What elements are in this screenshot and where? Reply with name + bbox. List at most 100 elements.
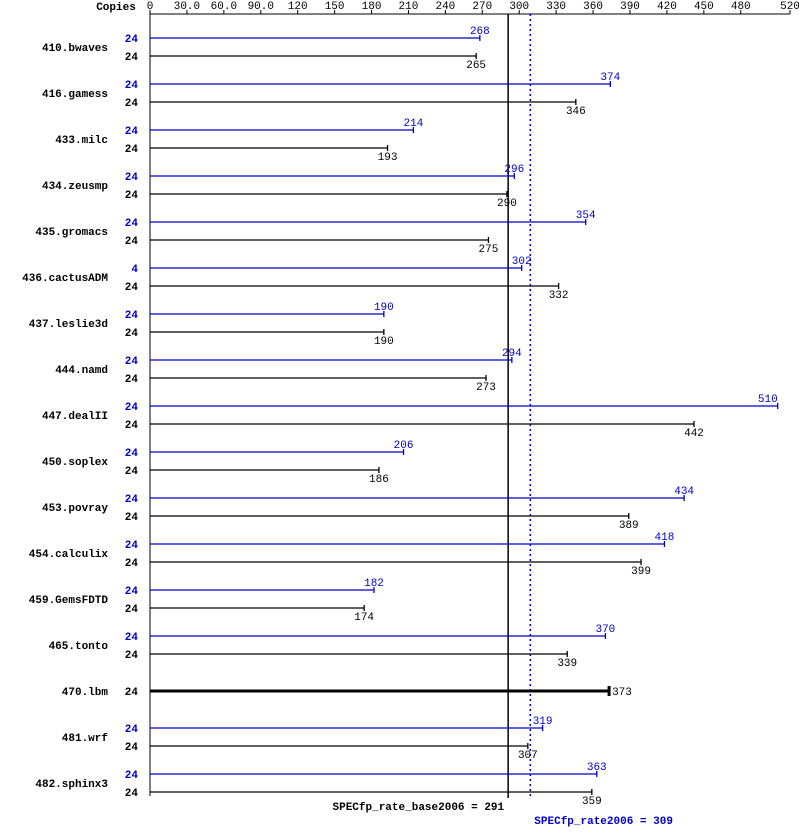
peak-value: 294 [502, 348, 522, 360]
base-value: 307 [518, 750, 538, 762]
base-value: 174 [354, 612, 374, 624]
copies-base: 24 [125, 650, 139, 662]
peak-value: 214 [403, 118, 423, 130]
benchmark-name: 447.dealII [42, 411, 108, 423]
peak-value: 206 [394, 440, 414, 452]
benchmark-name: 459.GemsFDTD [29, 595, 109, 607]
copies-peak: 24 [125, 34, 139, 46]
peak-value: 374 [600, 72, 620, 84]
copies-base: 24 [125, 190, 139, 202]
benchmark-name: 416.gamess [42, 89, 108, 101]
peak-value: 510 [758, 394, 778, 406]
copies-header: Copies [96, 2, 136, 14]
copies-peak: 24 [125, 80, 139, 92]
benchmark-name: 437.leslie3d [29, 319, 108, 331]
copies-base: 24 [125, 52, 139, 64]
copies-peak: 4 [131, 264, 138, 276]
base-value: 332 [549, 290, 569, 302]
copies-base: 24 [125, 788, 139, 800]
copies-peak: 24 [125, 448, 139, 460]
copies-base: 24 [125, 420, 139, 432]
peak-value: 302 [512, 256, 532, 268]
copies-peak: 24 [125, 724, 139, 736]
copies-peak: 24 [125, 770, 139, 782]
copies-value: 24 [125, 687, 139, 699]
peak-value: 190 [374, 302, 394, 314]
x-tick-label: 520 [780, 1, 799, 13]
base-value: 359 [582, 796, 602, 808]
copies-base: 24 [125, 236, 139, 248]
x-tick-label: 60.0 [211, 1, 237, 13]
benchmark-name: 433.milc [55, 135, 108, 147]
x-tick-label: 390 [620, 1, 640, 13]
benchmark-name: 481.wrf [62, 733, 109, 745]
benchmark-name: 410.bwaves [42, 43, 108, 55]
x-tick-label: 180 [362, 1, 382, 13]
base-value: 186 [369, 474, 389, 486]
copies-peak: 24 [125, 310, 139, 322]
x-tick-label: 330 [546, 1, 566, 13]
base-value: 346 [566, 106, 586, 118]
benchmark-name: 482.sphinx3 [35, 779, 108, 791]
benchmark-name: 465.tonto [49, 641, 109, 653]
copies-peak: 24 [125, 586, 139, 598]
x-tick-label: 300 [509, 1, 529, 13]
peak-value: 418 [655, 532, 675, 544]
peak-value: 296 [504, 164, 524, 176]
base-value: 273 [476, 382, 496, 394]
copies-peak: 24 [125, 172, 139, 184]
x-tick-label: 90.0 [248, 1, 274, 13]
peak-value: 319 [533, 716, 553, 728]
x-tick-label: 480 [731, 1, 751, 13]
base-value: 265 [466, 60, 486, 72]
x-tick-label: 210 [399, 1, 419, 13]
peak-value: 363 [587, 762, 607, 774]
copies-base: 24 [125, 558, 139, 570]
benchmark-name: 436.cactusADM [22, 273, 108, 285]
benchmark-name: 444.namd [55, 365, 108, 377]
copies-peak: 24 [125, 494, 139, 506]
benchmark-name: 450.soplex [42, 457, 108, 469]
copies-base: 24 [125, 742, 139, 754]
base-value: 275 [479, 244, 499, 256]
x-tick-label: 240 [435, 1, 455, 13]
copies-base: 24 [125, 374, 139, 386]
baseline-label: SPECfp_rate_base2006 = 291 [333, 802, 505, 814]
x-tick-label: 270 [472, 1, 492, 13]
base-value: 442 [684, 428, 704, 440]
x-tick-label: 0 [147, 1, 154, 13]
base-value: 399 [631, 566, 651, 578]
copies-base: 24 [125, 512, 139, 524]
spec-rate-chart: 030.060.090.0120150180210240270300330360… [0, 0, 799, 831]
copies-base: 24 [125, 144, 139, 156]
peak-value: 354 [576, 210, 596, 222]
chart-svg: 030.060.090.0120150180210240270300330360… [0, 0, 799, 831]
benchmark-name: 453.povray [42, 503, 108, 515]
x-tick-label: 30.0 [174, 1, 200, 13]
x-tick-label: 450 [694, 1, 714, 13]
base-value: 193 [378, 152, 398, 164]
copies-base: 24 [125, 98, 139, 110]
peak-value: 434 [674, 486, 694, 498]
bar-value: 373 [612, 687, 632, 699]
copies-base: 24 [125, 328, 139, 340]
peak-line-label: SPECfp_rate2006 = 309 [534, 816, 673, 828]
base-value: 389 [619, 520, 639, 532]
x-tick-label: 420 [657, 1, 677, 13]
benchmark-name: 470.lbm [62, 687, 109, 699]
x-tick-label: 360 [583, 1, 603, 13]
copies-base: 24 [125, 466, 139, 478]
benchmark-name: 435.gromacs [35, 227, 108, 239]
copies-peak: 24 [125, 540, 139, 552]
copies-peak: 24 [125, 218, 139, 230]
copies-peak: 24 [125, 356, 139, 368]
base-value: 190 [374, 336, 394, 348]
peak-value: 370 [595, 624, 615, 636]
copies-peak: 24 [125, 402, 139, 414]
benchmark-name: 434.zeusmp [42, 181, 108, 193]
copies-base: 24 [125, 604, 139, 616]
peak-value: 268 [470, 26, 490, 38]
benchmark-name: 454.calculix [29, 549, 109, 561]
copies-peak: 24 [125, 126, 139, 138]
base-value: 290 [497, 198, 517, 210]
